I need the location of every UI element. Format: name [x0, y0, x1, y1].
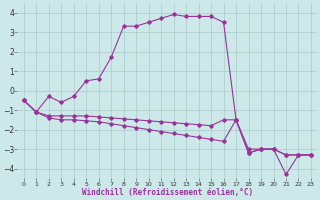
X-axis label: Windchill (Refroidissement éolien,°C): Windchill (Refroidissement éolien,°C) [82, 188, 253, 197]
